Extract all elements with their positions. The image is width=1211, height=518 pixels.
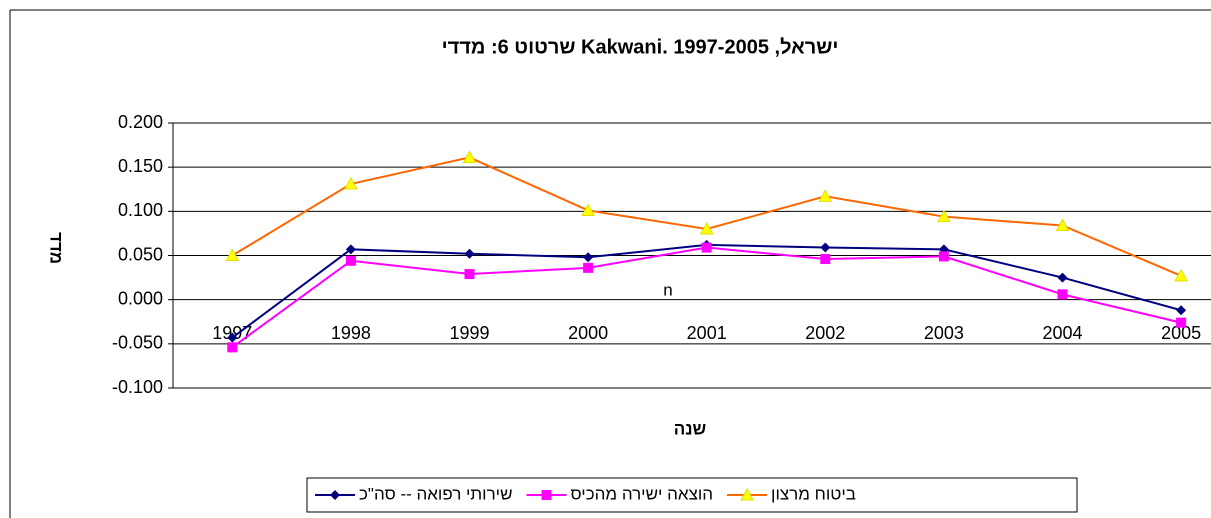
- marker: [227, 332, 238, 343]
- y-axis-label: מדד: [47, 232, 66, 264]
- x-tick-label: 2004: [1042, 323, 1082, 343]
- marker: [583, 252, 594, 263]
- marker: [345, 255, 356, 266]
- marker: [818, 189, 833, 202]
- marker: [464, 248, 475, 259]
- marker: [1176, 305, 1187, 316]
- marker: [464, 269, 475, 280]
- x-tick-label: 1998: [331, 323, 371, 343]
- x-tick-label: 2001: [687, 323, 727, 343]
- x-axis-label: שנה: [674, 419, 707, 438]
- legend-box: [306, 477, 1078, 513]
- y-tick-label: 0.050: [118, 244, 163, 264]
- marker: [740, 487, 754, 501]
- marker: [1057, 272, 1068, 283]
- x-tick-label: 2000: [568, 323, 608, 343]
- legend-label: ביטוח מרצון: [771, 484, 856, 503]
- y-tick-label: -0.100: [112, 377, 163, 397]
- marker: [1057, 289, 1068, 300]
- marker: [583, 262, 594, 273]
- chart-title: שרטוט 6: מדדי Kakwani. ישראל, 1997-2005: [442, 36, 839, 58]
- marker: [330, 490, 340, 500]
- marker: [581, 203, 595, 216]
- marker: [1176, 317, 1187, 328]
- marker: [820, 242, 831, 253]
- x-tick-label: 2002: [805, 323, 845, 343]
- marker: [344, 176, 358, 190]
- marker: [937, 209, 951, 223]
- legend-label: הוצאה ישירה מהכיס: [571, 484, 714, 503]
- x-tick-label: 2003: [924, 323, 964, 343]
- marker: [227, 342, 238, 353]
- marker: [1174, 268, 1188, 282]
- y-tick-label: 0.000: [118, 288, 163, 308]
- marker: [1055, 218, 1070, 231]
- y-tick-label: 0.200: [118, 112, 163, 132]
- marker: [820, 254, 831, 265]
- y-tick-label: -0.050: [112, 333, 163, 353]
- legend-label: שירותי רפואה -- סה"כ: [359, 484, 513, 503]
- marker: [701, 242, 712, 253]
- y-tick-label: 0.150: [118, 156, 163, 176]
- annotation: n: [663, 280, 672, 299]
- series-line: [231, 156, 1182, 277]
- marker: [699, 221, 714, 235]
- marker: [462, 150, 477, 163]
- y-tick-label: 0.100: [118, 200, 163, 220]
- x-tick-label: 1999: [449, 323, 489, 343]
- marker: [345, 244, 356, 255]
- marker: [541, 490, 552, 500]
- marker: [225, 248, 240, 261]
- marker: [938, 251, 949, 262]
- x-tick-label: 2005: [1161, 323, 1201, 343]
